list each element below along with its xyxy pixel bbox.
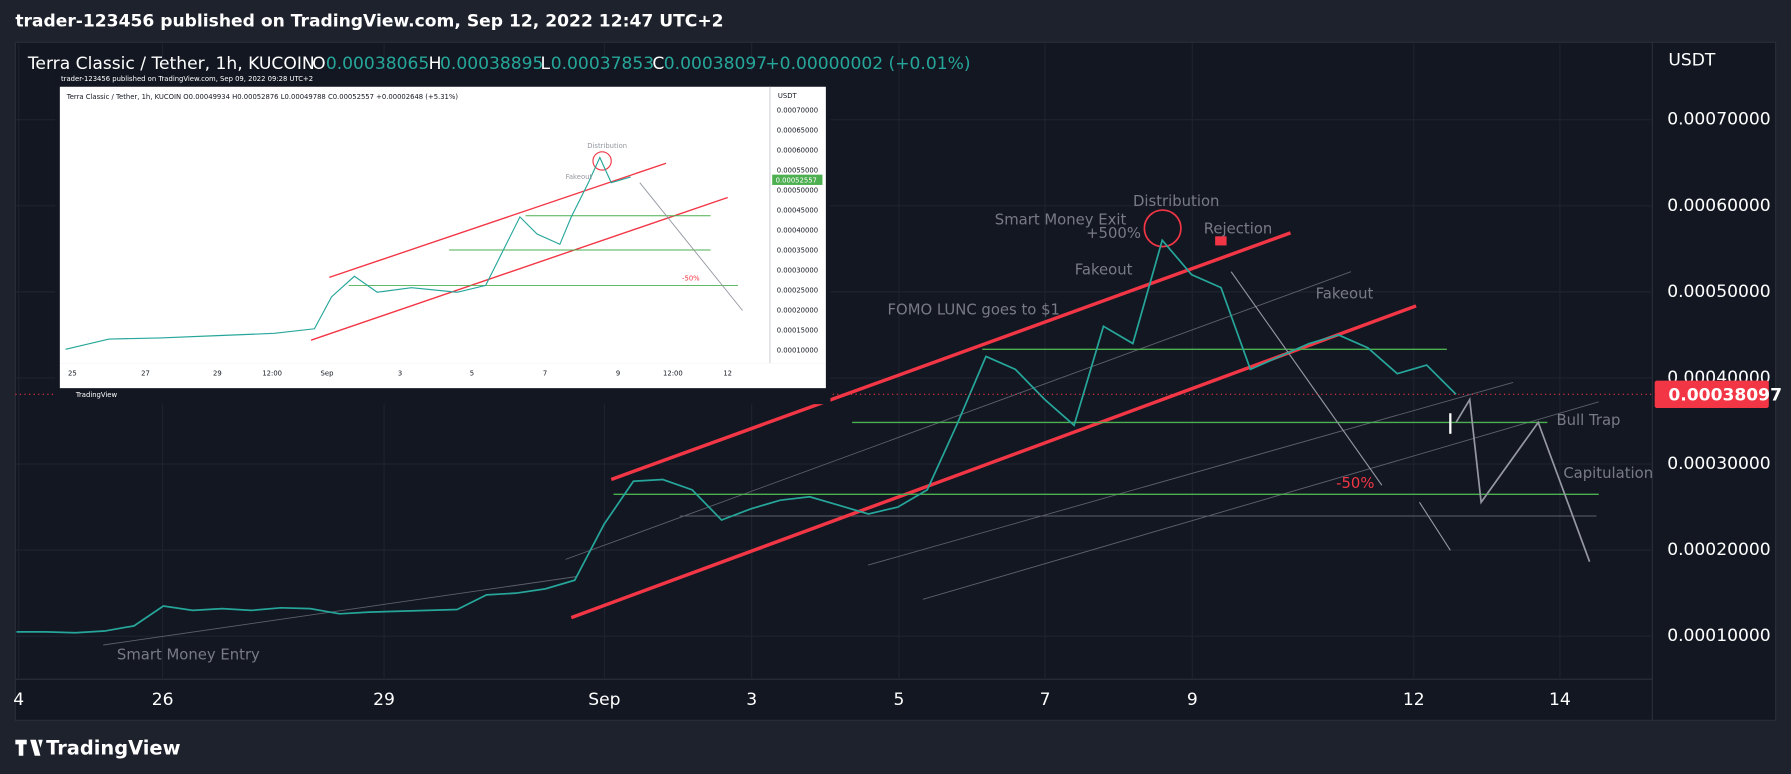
inset-axis bbox=[769, 86, 826, 364]
h-label: H bbox=[429, 54, 442, 74]
inset-x-label: 29 bbox=[213, 369, 222, 377]
x-tick-label: 14 bbox=[1549, 690, 1571, 710]
x-tick-label: 3 bbox=[746, 690, 757, 710]
y-tick-label: 0.00010000 bbox=[1667, 626, 1770, 646]
inset-y-label: 0.00020000 bbox=[777, 307, 818, 315]
annotation: Distribution bbox=[1133, 193, 1220, 210]
inset-currency: USDT bbox=[778, 92, 798, 100]
inset-x-label: 5 bbox=[470, 369, 474, 377]
symbol: Terra Classic / Tether, 1h, KUCOIN bbox=[27, 54, 315, 74]
o-label: O bbox=[312, 54, 325, 74]
y-tick-label: 0.00060000 bbox=[1667, 196, 1770, 216]
inset-x-label: 9 bbox=[616, 369, 620, 377]
annotation: Bull Trap bbox=[1556, 412, 1620, 429]
x-tick-label: 12 bbox=[1403, 690, 1425, 710]
inset-x-label: 7 bbox=[543, 369, 547, 377]
inset-x-label: 12 bbox=[723, 369, 732, 377]
c-label: C bbox=[652, 54, 664, 74]
h-value: 0.00038895 bbox=[440, 54, 543, 74]
inset-y-label: 0.00065000 bbox=[777, 127, 818, 135]
inset-y-label: 0.00030000 bbox=[777, 267, 818, 275]
inset-y-label: 0.00050000 bbox=[777, 187, 818, 195]
inset-drawings bbox=[65, 151, 743, 350]
y-tick-label: 0.00070000 bbox=[1667, 110, 1770, 130]
x-tick-label: Sep bbox=[588, 690, 620, 710]
inset-price-tag: 0.00052557 bbox=[776, 176, 817, 184]
inset-x-label: 3 bbox=[398, 369, 402, 377]
inset-x-label: 12:00 bbox=[663, 369, 683, 377]
inset-x-label: 27 bbox=[141, 369, 150, 377]
inset-x-label: Sep bbox=[321, 369, 334, 377]
x-tick-label: 29 bbox=[373, 690, 395, 710]
last-price-tag-bg bbox=[1654, 380, 1769, 409]
inset-legend: Terra Classic / Tether, 1h, KUCOIN O0.00… bbox=[66, 93, 459, 101]
change: +0.00000002 (+0.01%) bbox=[765, 54, 970, 74]
x-tick-label: 4 bbox=[13, 690, 24, 710]
x-tick-label: 5 bbox=[893, 690, 904, 710]
annotation: Smart Money Entry bbox=[117, 646, 260, 663]
y-tick-label: 0.00020000 bbox=[1667, 540, 1770, 560]
annotation: Fakeout bbox=[1075, 262, 1133, 279]
y-tick-label: 0.00050000 bbox=[1667, 282, 1770, 302]
currency: USDT bbox=[1668, 51, 1716, 71]
annotation: -50% bbox=[1336, 475, 1374, 492]
annotation: +500% bbox=[1086, 225, 1141, 242]
annotation: Fakeout bbox=[1316, 286, 1374, 303]
inset-y-label: 0.00010000 bbox=[777, 346, 818, 354]
l-label: L bbox=[540, 54, 550, 74]
legend: Terra Classic / Tether, 1h, KUCOIN O 0.0… bbox=[27, 54, 971, 74]
x-tick-label: 9 bbox=[1187, 690, 1198, 710]
inset-annotation: Fakeout bbox=[566, 173, 593, 181]
inset-plot bbox=[59, 86, 770, 364]
inset-brand: TradingView bbox=[75, 391, 118, 399]
inset-y-label: 0.00035000 bbox=[777, 247, 818, 255]
x-tick-label: 7 bbox=[1040, 690, 1051, 710]
footer-logo bbox=[15, 739, 43, 756]
l-value: 0.00037853 bbox=[551, 54, 654, 74]
inset-y-label: 0.00070000 bbox=[777, 107, 818, 115]
inset-y-label: 0.00025000 bbox=[777, 287, 818, 295]
inset-header: trader-123456 published on TradingView.c… bbox=[61, 75, 313, 83]
annotation: FOMO LUNC goes to $1 bbox=[888, 302, 1060, 319]
o-value: 0.00038065 bbox=[326, 54, 429, 74]
inset-annotation: -50% bbox=[682, 275, 700, 283]
inset-y-label: 0.00015000 bbox=[777, 326, 818, 334]
inset-time-axis bbox=[59, 363, 826, 389]
inset-y-label: 0.00060000 bbox=[777, 147, 818, 155]
last-price-tag: 0.00038097 bbox=[1668, 385, 1782, 405]
inset-annotation: Distribution bbox=[587, 142, 627, 150]
annotation: Smart Money Exit bbox=[995, 211, 1127, 228]
inset-y-label: 0.00045000 bbox=[777, 207, 818, 215]
y-tick-label: 0.00030000 bbox=[1667, 454, 1770, 474]
price-line bbox=[16, 238, 1457, 634]
footer-brand: TradingView bbox=[46, 736, 180, 759]
inset-x-label: 25 bbox=[68, 369, 77, 377]
c-value: 0.00038097 bbox=[664, 54, 767, 74]
annotation: Rejection bbox=[1204, 220, 1273, 237]
header: trader-123456 published on TradingView.c… bbox=[15, 12, 723, 32]
inset: trader-123456 published on TradingView.c… bbox=[55, 70, 831, 405]
x-tick-label: 26 bbox=[152, 690, 174, 710]
inset-price-tag-bg bbox=[772, 174, 823, 185]
inset-y-label: 0.00040000 bbox=[777, 227, 818, 235]
inset-x-label: 12:00 bbox=[262, 369, 282, 377]
inset-y-label: 0.00055000 bbox=[777, 167, 818, 175]
annotation: Capitulation bbox=[1563, 465, 1653, 482]
